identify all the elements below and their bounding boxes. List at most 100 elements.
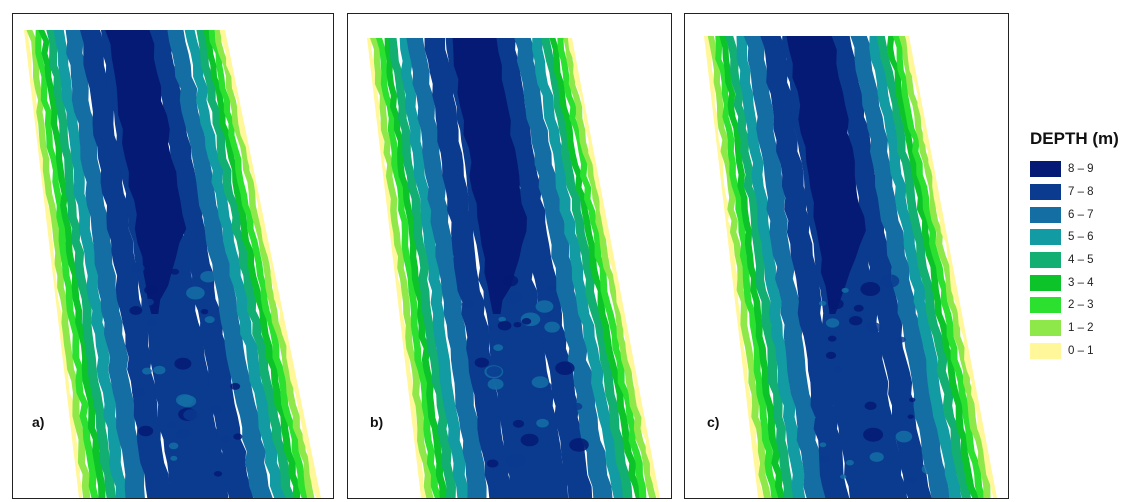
depth-patch	[200, 271, 217, 283]
depth-patch	[860, 282, 881, 296]
depth-patch	[498, 316, 506, 322]
depth-patch	[828, 298, 844, 310]
depth-band	[707, 36, 772, 498]
depth-patch	[864, 401, 877, 410]
depth-band	[208, 30, 309, 498]
depth-band	[53, 30, 129, 498]
depth-band	[557, 38, 647, 498]
depth-band	[184, 30, 287, 498]
depth-band	[214, 30, 315, 498]
depth-patch	[186, 286, 205, 300]
legend-item: 2 – 3	[1030, 294, 1119, 317]
depth-patch	[907, 414, 914, 419]
depth-patch	[487, 378, 504, 390]
legend-item: 8 – 9	[1030, 158, 1119, 181]
legend-item: 4 – 5	[1030, 249, 1119, 272]
depth-band	[725, 36, 794, 498]
depth-patch	[506, 453, 526, 468]
depth-patch	[233, 433, 243, 440]
depth-band	[541, 38, 633, 498]
depth-patch	[569, 438, 589, 452]
depth-band	[494, 38, 593, 498]
depth-patch	[170, 455, 178, 461]
depth-band	[370, 38, 434, 498]
panel-label-c: c)	[707, 414, 720, 430]
legend-item: 0 – 1	[1030, 340, 1119, 363]
depth-band	[388, 38, 456, 498]
depth-patch	[213, 471, 223, 477]
depth-patch	[129, 306, 143, 315]
depth-patch	[204, 316, 215, 324]
depth-patch	[132, 388, 145, 398]
depth-band	[905, 36, 997, 498]
depth-patch	[143, 298, 154, 306]
depth-band	[80, 30, 172, 498]
depth-patch	[897, 336, 906, 343]
legend-swatch	[1030, 161, 1061, 178]
depth-band	[24, 30, 83, 498]
depth-patch	[521, 318, 532, 325]
depth-band	[38, 30, 106, 498]
deep-core	[452, 38, 527, 314]
map-panel-b: b)	[347, 13, 672, 499]
depth-patch	[461, 300, 474, 309]
depth-patch	[486, 366, 502, 377]
depth-map-b	[367, 38, 660, 498]
legend-label: 5 – 6	[1068, 231, 1094, 244]
depth-patch	[845, 459, 854, 466]
depth-patch	[818, 300, 827, 306]
depth-band	[196, 30, 296, 498]
depth-band	[743, 36, 826, 498]
depth-patch	[210, 405, 222, 414]
depth-band	[829, 36, 932, 498]
depth-patch	[131, 263, 145, 273]
depth-patch	[531, 376, 549, 389]
depth-patch	[176, 429, 190, 439]
depth-patch	[147, 319, 157, 326]
legend-swatch	[1030, 342, 1061, 359]
depth-patch	[153, 365, 166, 375]
depth-patch	[230, 382, 241, 390]
legend-item: 1 – 2	[1030, 317, 1119, 340]
depth-patch	[880, 274, 900, 288]
depth-band	[367, 38, 427, 498]
depth-patch	[138, 425, 154, 437]
depth-band	[898, 36, 991, 498]
depth-band	[876, 36, 971, 498]
depth-patch	[841, 287, 849, 293]
depth-band	[892, 36, 986, 498]
legend-item: 3 – 4	[1030, 271, 1119, 294]
map-panel-c: c)	[684, 13, 1009, 499]
depth-patch	[493, 344, 504, 351]
depth-patch	[825, 351, 837, 359]
depth-patch	[819, 442, 827, 448]
depth-patch	[547, 285, 556, 291]
legend-label: 3 – 4	[1068, 276, 1094, 289]
legend-swatch	[1030, 229, 1061, 246]
depth-band	[514, 38, 613, 498]
depth-patch	[869, 452, 884, 462]
depth-patch	[819, 455, 830, 463]
map-panel-a: a)	[12, 13, 334, 499]
legend-title: DEPTH (m)	[1030, 129, 1119, 148]
depth-patch	[866, 322, 882, 333]
depth-patch	[142, 367, 152, 375]
legend-item: 6 – 7	[1030, 203, 1119, 226]
depth-band	[850, 36, 951, 498]
legend-swatch	[1030, 184, 1061, 201]
depth-patch	[853, 304, 864, 312]
depth-patch	[544, 321, 560, 333]
legend-label: 2 – 3	[1068, 299, 1094, 312]
deep-core	[786, 36, 866, 314]
depth-band	[148, 30, 254, 498]
depth-patch	[512, 419, 525, 428]
depth-band	[719, 36, 786, 498]
depth-patch	[513, 322, 522, 328]
depth-patch	[907, 477, 917, 484]
depth-patch	[486, 459, 499, 468]
depth-band	[384, 38, 447, 498]
depth-patch	[168, 442, 179, 450]
depth-patch	[497, 320, 512, 331]
depth-band	[376, 38, 442, 498]
depth-band	[567, 38, 660, 498]
